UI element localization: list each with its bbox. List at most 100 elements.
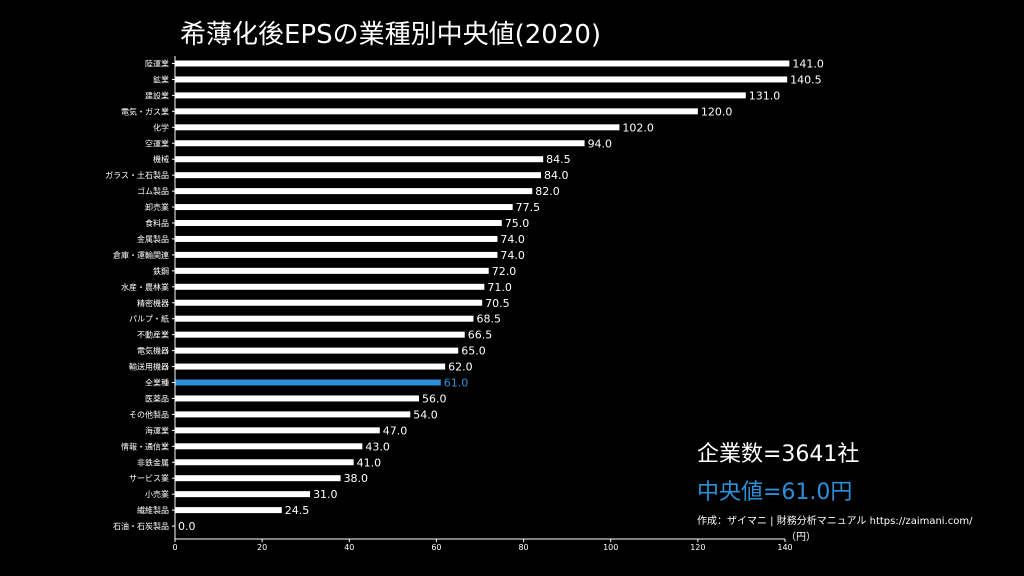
- value-label: 31.0: [313, 488, 338, 501]
- value-label: 38.0: [344, 472, 369, 485]
- value-label: 47.0: [383, 424, 408, 437]
- category-label: ガラス・土石製品: [105, 170, 169, 180]
- category-label: パルプ・紙: [129, 314, 169, 324]
- category-label: 鉱業: [153, 74, 169, 84]
- value-label: 68.5: [476, 313, 501, 326]
- category-label: サービス業: [129, 473, 169, 483]
- value-label: 61.0: [444, 377, 469, 390]
- bar: [175, 108, 698, 115]
- bar: [175, 475, 341, 482]
- bar: [175, 235, 498, 242]
- category-label: 化学: [153, 122, 169, 132]
- bar: [175, 60, 790, 67]
- bar: [175, 188, 533, 195]
- x-tick-label: 100: [603, 543, 618, 552]
- value-label: 120.0: [701, 105, 733, 118]
- value-label: 41.0: [357, 456, 382, 469]
- value-label: 43.0: [365, 440, 390, 453]
- bar: [175, 156, 544, 163]
- category-label: 機械: [153, 154, 169, 164]
- x-tick-label: 80: [518, 543, 528, 552]
- x-tick-label: 20: [257, 543, 267, 552]
- median-value: 中央値=61.0円: [697, 480, 853, 505]
- value-label: 84.5: [546, 153, 571, 166]
- category-label: 海運業: [145, 425, 169, 435]
- bar: [175, 331, 465, 338]
- category-label: 医薬品: [145, 393, 169, 403]
- bar: [175, 395, 419, 402]
- category-label: 卸売業: [145, 202, 169, 212]
- category-label: 非鉄金属: [137, 457, 169, 467]
- x-tick-label: 140: [777, 543, 792, 552]
- value-label: 24.5: [285, 504, 310, 517]
- category-label: 精密機器: [137, 298, 169, 308]
- value-label: 131.0: [749, 89, 781, 102]
- bar: [175, 92, 746, 99]
- chart-title: 希薄化後EPSの業種別中央値(2020): [180, 20, 602, 50]
- x-tick-label: 40: [344, 543, 354, 552]
- x-tick-label: 60: [431, 543, 441, 552]
- unit-label: （円）: [786, 532, 816, 543]
- value-label: 70.5: [485, 297, 510, 310]
- value-label: 102.0: [622, 121, 654, 134]
- category-label: 空運業: [145, 138, 169, 148]
- value-label: 84.0: [544, 169, 569, 182]
- bar: [175, 267, 489, 274]
- category-label: 電気機器: [137, 346, 169, 356]
- category-label: 水産・農林業: [121, 282, 169, 292]
- bar: [175, 172, 541, 179]
- category-label: 石油・石炭製品: [113, 521, 169, 531]
- category-label: 鉄鋼: [153, 266, 169, 276]
- category-label: 倉庫・運輸関連: [113, 250, 169, 260]
- value-label: 72.0: [492, 265, 517, 278]
- bar: [175, 251, 498, 258]
- x-tick-label: 120: [690, 543, 705, 552]
- category-label: 陸運業: [145, 59, 169, 69]
- value-label: 140.5: [790, 73, 822, 86]
- category-label: 繊維製品: [137, 505, 169, 515]
- highlight-bar: [175, 379, 441, 386]
- category-label: 電気・ガス業: [121, 106, 169, 116]
- bar: [175, 427, 380, 434]
- category-label: その他製品: [129, 409, 169, 419]
- bar: [175, 124, 620, 131]
- bar: [175, 204, 513, 211]
- bar: [175, 363, 446, 370]
- bar: [175, 220, 502, 226]
- value-label: 54.0: [413, 408, 438, 421]
- category-label: 小売業: [145, 489, 169, 499]
- category-label: 情報・通信業: [121, 441, 169, 451]
- value-label: 62.0: [448, 361, 473, 374]
- value-label: 65.0: [461, 345, 486, 358]
- bar: [175, 283, 485, 290]
- bar: [175, 443, 363, 450]
- category-label: ゴム製品: [137, 186, 169, 196]
- bar: [175, 459, 354, 466]
- value-label: 141.0: [792, 58, 824, 71]
- category-label: 全業種: [145, 378, 169, 388]
- company-count: 企業数=3641社: [697, 442, 860, 467]
- value-label: 77.5: [516, 201, 541, 214]
- bar: [175, 347, 459, 354]
- value-label: 71.0: [487, 281, 512, 294]
- value-label: 66.5: [468, 329, 493, 342]
- bar: [175, 411, 411, 418]
- credit-text: 作成：ザイマニ | 財務分析マニュアル https://zaimani.com/: [697, 516, 973, 527]
- bar: [175, 491, 311, 498]
- category-label: 建設業: [145, 90, 169, 100]
- category-label: 不動産業: [137, 330, 169, 340]
- category-label: 金属製品: [137, 234, 169, 244]
- value-label: 75.0: [505, 217, 530, 230]
- x-tick-label: 0: [172, 543, 177, 552]
- bar: [175, 507, 282, 514]
- value-label: 74.0: [500, 249, 525, 262]
- value-label: 94.0: [588, 137, 613, 150]
- bar: [175, 76, 788, 83]
- category-label: 食料品: [145, 218, 169, 228]
- category-label: 輸送用機器: [129, 362, 169, 372]
- bar: [175, 299, 483, 306]
- bar: [175, 315, 474, 322]
- value-label: 0.0: [178, 520, 196, 533]
- value-label: 82.0: [535, 185, 560, 198]
